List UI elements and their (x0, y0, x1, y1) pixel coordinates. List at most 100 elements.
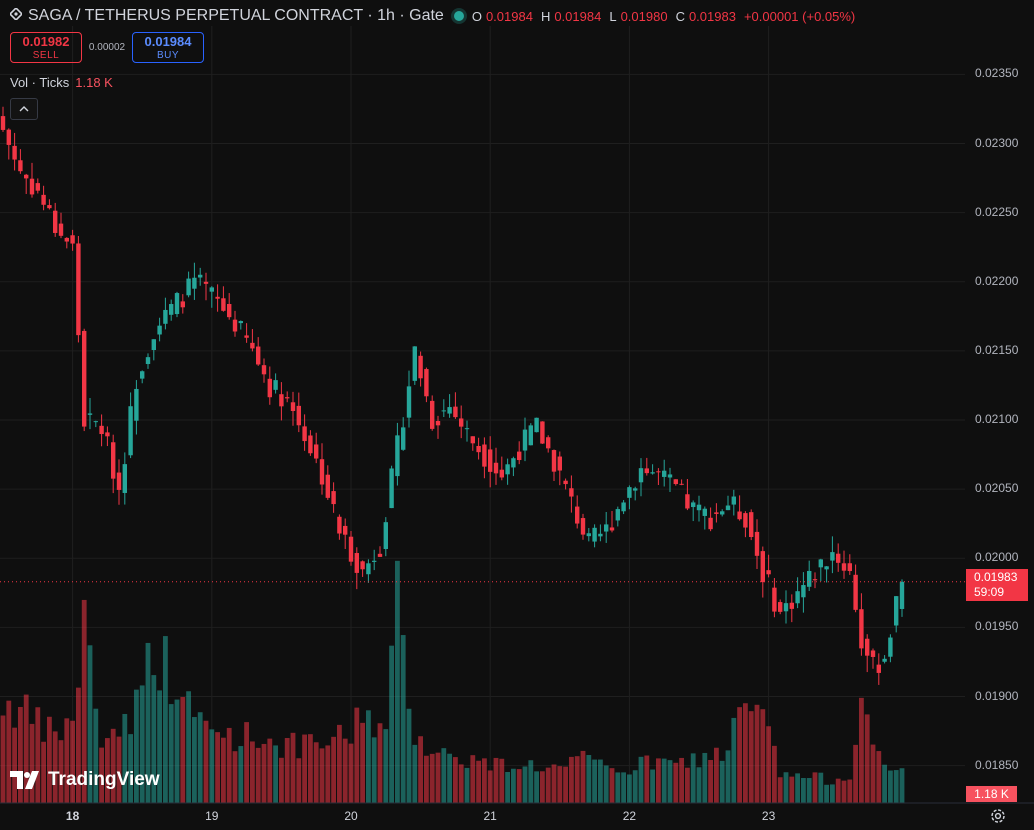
volume-bar (795, 773, 800, 803)
ohlc-values: O 0.01984 H 0.01984 L 0.01980 C 0.01983 +0.0… (472, 9, 859, 24)
sell-button[interactable]: 0.01982 SELL (10, 32, 82, 63)
candle-body (482, 444, 487, 467)
time-tick-label: 22 (622, 809, 637, 823)
candle (691, 500, 696, 522)
volume-bar (632, 770, 638, 803)
candle-body (691, 502, 696, 508)
volume-legend[interactable]: Vol · Ticks 1.18 K (10, 75, 113, 90)
collapse-legend-button[interactable] (10, 98, 38, 120)
candle (337, 514, 342, 540)
last-volume-tag: 1.18 K (966, 786, 1017, 802)
volume-bar (145, 642, 151, 803)
volume-bar (76, 687, 81, 803)
volume-bar (487, 770, 493, 803)
candle-body (24, 174, 29, 179)
sell-label: SELL (32, 50, 60, 61)
candle-body (76, 243, 81, 336)
candle-body (644, 468, 649, 474)
volume-bar (789, 776, 795, 803)
candle-body (772, 587, 777, 612)
candle (279, 382, 284, 421)
volume-bar (116, 736, 122, 803)
candle-body (261, 365, 267, 375)
candle-body (192, 277, 197, 289)
trade-panel: 0.01982 SELL 0.00002 0.01984 BUY (10, 32, 204, 63)
chart-legend-header: SAGA / TETHERUS PERPETUAL CONTRACT · 1h … (8, 6, 859, 26)
candle-body (366, 563, 371, 575)
settings-gear-icon[interactable] (989, 807, 1007, 825)
volume-bar (192, 717, 197, 803)
volume-bar (685, 767, 690, 803)
candle-body (308, 435, 313, 454)
candle (580, 513, 586, 540)
volume-bar (29, 723, 35, 803)
candle (140, 370, 145, 384)
volume-bar (621, 772, 626, 803)
volume-bar (244, 722, 249, 803)
volume-bar (522, 766, 528, 803)
buy-button[interactable]: 0.01984 BUY (132, 32, 204, 63)
candle-body (134, 388, 139, 421)
volume-bar (743, 703, 748, 803)
candle (331, 482, 336, 513)
candle-body (888, 637, 893, 657)
candle (812, 572, 818, 589)
candle (604, 512, 609, 543)
tradingview-logo[interactable]: TradingView (10, 769, 160, 791)
volume-bar (505, 771, 510, 803)
candle-body (157, 325, 162, 335)
open-value: 0.01984 (485, 8, 533, 24)
candle-body (151, 339, 156, 351)
market-status-icon[interactable] (453, 11, 464, 21)
candle-body (64, 237, 69, 242)
price-tick-label: 0.01900 (975, 688, 1019, 703)
candle-body (140, 371, 145, 379)
candle-body (389, 468, 394, 509)
high-value: 0.01984 (554, 8, 602, 24)
candle (53, 202, 58, 237)
candle-body (667, 474, 673, 478)
candle-body (702, 508, 707, 516)
candle-body (812, 579, 818, 581)
candle (35, 178, 40, 194)
candle (899, 579, 905, 617)
candle (238, 320, 243, 330)
volume-bar (545, 767, 551, 803)
volume-bar (690, 753, 696, 803)
volume-bar (435, 752, 441, 803)
candle-body (29, 178, 35, 195)
candle-body (256, 346, 261, 365)
volume-bar (888, 770, 893, 803)
volume-bar (6, 700, 12, 803)
volume-bar (818, 772, 824, 803)
candle-body (609, 527, 615, 531)
volume-bar (453, 757, 458, 803)
volume-bar (331, 736, 336, 803)
volume-bar (667, 760, 673, 803)
volume-bar (383, 729, 389, 803)
candle (644, 457, 649, 476)
candle-body (731, 496, 736, 505)
last-price-value: 0.01983 (974, 570, 1018, 584)
candle-body (546, 437, 551, 449)
candle (82, 328, 87, 432)
candle (766, 554, 771, 578)
volume-bar (47, 716, 52, 803)
price-series (0, 106, 905, 685)
candle (447, 394, 452, 418)
volume-bar (679, 757, 684, 803)
volume-bar (725, 750, 731, 803)
candle (24, 173, 29, 194)
candle (308, 430, 313, 456)
symbol-title[interactable]: SAGA / TETHERUS PERPETUAL CONTRACT · 1h … (28, 7, 444, 24)
volume-bar (847, 779, 853, 803)
volume-bar (99, 747, 104, 803)
candle-body (673, 479, 678, 485)
candle (343, 518, 348, 550)
candle (696, 495, 702, 522)
volume-bar (250, 741, 255, 803)
candle (12, 132, 17, 171)
candle-body (621, 502, 626, 512)
volume-bar (197, 712, 203, 803)
